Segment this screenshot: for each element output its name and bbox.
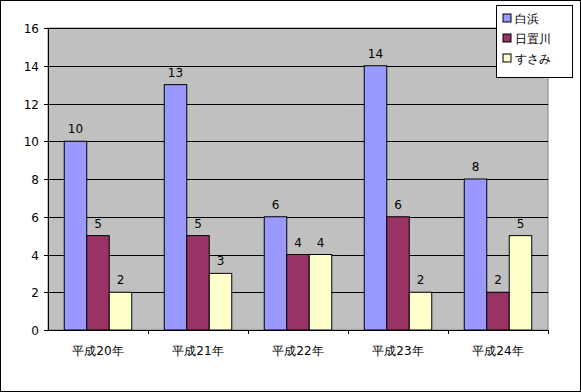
- y-tick-label: 0: [31, 324, 39, 338]
- data-label: 13: [168, 66, 183, 80]
- y-axis: [48, 28, 49, 330]
- y-tick-label: 14: [24, 60, 39, 74]
- grid-line: [48, 66, 548, 67]
- bar: [109, 292, 132, 330]
- bar: [409, 292, 432, 330]
- data-label: 8: [472, 160, 480, 174]
- tick-mark: [44, 330, 48, 331]
- data-label: 6: [394, 198, 402, 212]
- data-label: 4: [317, 236, 325, 250]
- chart: 0 2 4 6 8 10 12 14 16 10 5 2 13 5 3 6 4 4 14 6 2 8 2 5 平成20年 平成21…: [0, 0, 581, 392]
- x-axis: [48, 330, 548, 331]
- x-tick-mark: [548, 330, 549, 334]
- data-label: 2: [117, 273, 125, 287]
- y-tick-label: 10: [24, 135, 39, 149]
- bar: [287, 255, 310, 331]
- bar: [309, 255, 332, 331]
- x-tick-label: 平成22年: [272, 344, 323, 358]
- y-tick-label: 4: [31, 249, 39, 263]
- tick-mark: [44, 28, 48, 29]
- bar: [164, 85, 187, 330]
- bar: [87, 236, 110, 330]
- x-tick-mark: [448, 330, 449, 334]
- tick-mark: [44, 255, 48, 256]
- grid-line: [48, 28, 548, 29]
- data-label: 10: [68, 122, 83, 136]
- tick-mark: [44, 141, 48, 142]
- data-label: 6: [272, 198, 280, 212]
- legend-label: 白浜: [515, 12, 539, 26]
- legend-label: すさみ: [515, 52, 551, 66]
- chart-border: [1, 1, 581, 392]
- y-tick-label: 2: [31, 286, 39, 300]
- grid-line: [48, 330, 548, 331]
- tick-mark: [44, 292, 48, 293]
- data-label: 2: [494, 273, 502, 287]
- data-label: 5: [517, 217, 525, 231]
- x-tick-label: 平成21年: [172, 344, 223, 358]
- grid-line: [48, 141, 548, 142]
- bar: [187, 236, 210, 330]
- data-label: 4: [294, 236, 302, 250]
- tick-mark: [44, 66, 48, 67]
- data-label: 5: [94, 217, 102, 231]
- tick-mark: [44, 217, 48, 218]
- data-labels: 10 5 2 13 5 3 6 4 4 14 6 2 8 2 5: [68, 47, 524, 288]
- data-label: 2: [417, 273, 425, 287]
- data-label: 14: [368, 47, 383, 61]
- legend-swatch: [503, 14, 511, 22]
- grid-line: [48, 104, 548, 105]
- bar: [509, 236, 532, 330]
- bars: [64, 66, 532, 330]
- x-tick-mark: [148, 330, 149, 334]
- bar: [64, 141, 87, 330]
- bar: [264, 217, 287, 330]
- legend-swatch: [503, 54, 511, 62]
- plot-area: [48, 28, 548, 330]
- legend: 白浜日置川すさみ: [497, 6, 573, 78]
- bar: [487, 292, 510, 330]
- y-tick-label: 12: [24, 98, 39, 112]
- tick-mark: [44, 104, 48, 105]
- bar: [209, 273, 232, 330]
- y-tick-label: 8: [31, 173, 39, 187]
- data-label: 3: [217, 254, 225, 268]
- legend-swatch: [503, 34, 511, 42]
- x-tick-label: 平成23年: [372, 344, 423, 358]
- bar: [364, 66, 387, 330]
- x-tick-label: 平成20年: [72, 344, 123, 358]
- data-label: 5: [194, 217, 202, 231]
- chart-container: 0 2 4 6 8 10 12 14 16 10 5 2 13 5 3 6 4 4 14 6 2 8 2 5 平成20年 平成21…: [0, 0, 581, 392]
- legend-label: 日置川: [515, 32, 551, 46]
- legend-box: [497, 6, 573, 78]
- x-tick-mark: [248, 330, 249, 334]
- y-tick-label: 16: [24, 22, 39, 36]
- bar: [464, 179, 487, 330]
- y-tick-label: 6: [31, 211, 39, 225]
- x-tick-mark: [348, 330, 349, 334]
- bar: [387, 217, 410, 330]
- tick-mark: [44, 179, 48, 180]
- x-tick-label: 平成24年: [472, 344, 523, 358]
